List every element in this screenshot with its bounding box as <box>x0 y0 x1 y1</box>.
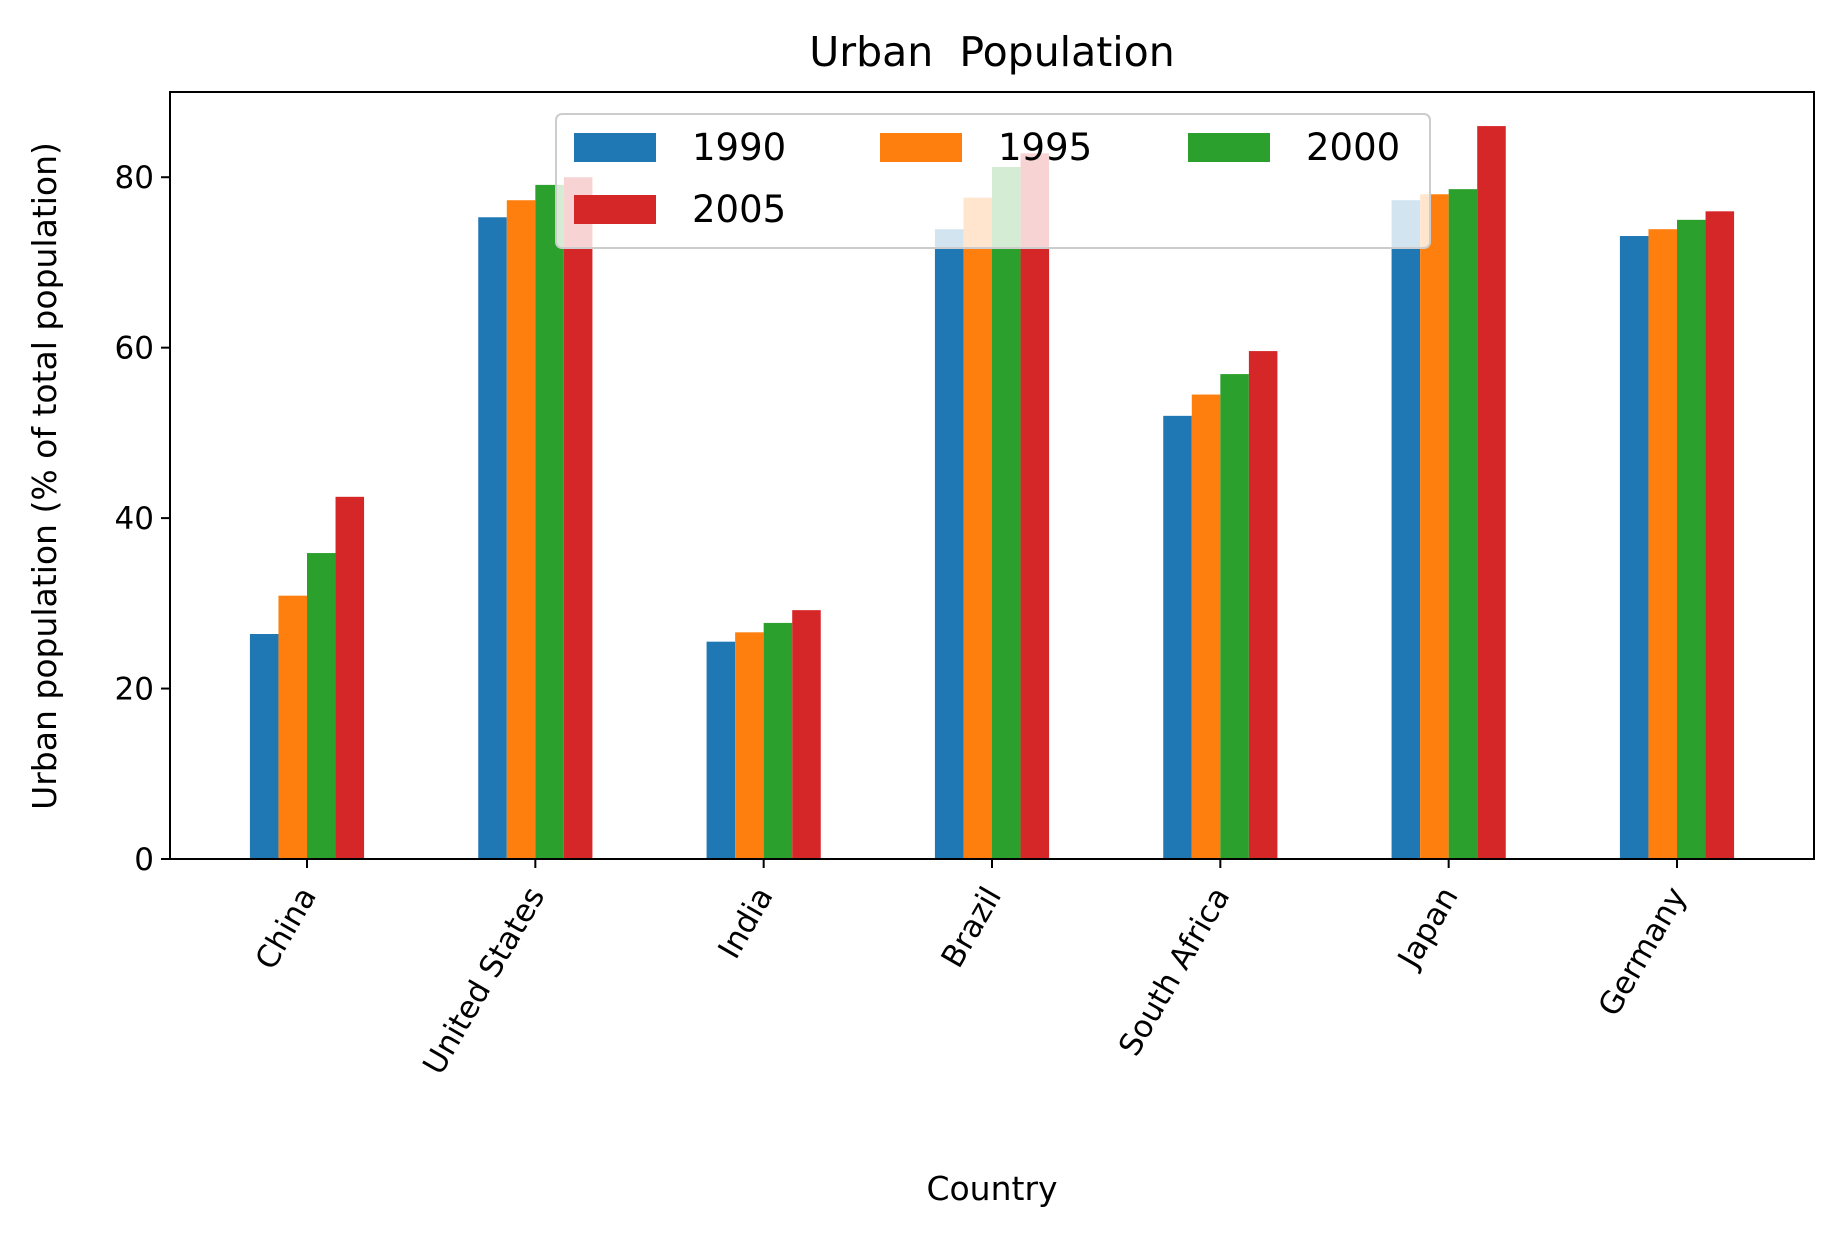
x-tick-label: Germany <box>1592 881 1694 1022</box>
legend-swatch-2000 <box>1188 133 1270 162</box>
bar-china-1990 <box>249 634 279 859</box>
y-tick-label: 40 <box>115 501 154 537</box>
y-axis: 0 20 40 60 80 <box>115 160 170 878</box>
bar-japan-2000 <box>1448 189 1478 859</box>
bar-japan-2005 <box>1477 126 1506 860</box>
y-tick-label: 60 <box>115 331 154 367</box>
legend-swatch-1990 <box>574 133 656 162</box>
legend-swatch-1995 <box>880 133 962 162</box>
y-tick-label: 0 <box>134 842 154 878</box>
bar-brazil-1990 <box>934 229 964 859</box>
x-tick-label: South Africa <box>1112 881 1237 1062</box>
chart-title: Urban Population <box>809 28 1174 76</box>
bar-south-africa-2005 <box>1248 351 1278 859</box>
bar-india-2000 <box>763 622 793 859</box>
x-tick-label: United States <box>416 881 552 1081</box>
bar-brazil-2005 <box>1020 153 1050 860</box>
bar-south-africa-2000 <box>1220 374 1249 859</box>
bar-united-states-1990 <box>478 217 507 859</box>
bar-china-2000 <box>307 553 336 859</box>
x-tick-label: Brazil <box>934 881 1008 974</box>
bar-brazil-2000 <box>992 167 1021 859</box>
bar-south-africa-1995 <box>1191 394 1221 859</box>
bar-china-1995 <box>278 595 307 859</box>
bar-south-africa-1990 <box>1163 415 1192 859</box>
bar-japan-1995 <box>1420 194 1449 859</box>
x-tick-label: India <box>711 881 780 965</box>
bar-china-2005 <box>335 496 365 859</box>
legend-label-2000: 2000 <box>1306 126 1400 169</box>
legend: 1990 1995 2000 2005 <box>555 113 1431 249</box>
bar-united-states-2000 <box>535 184 564 859</box>
x-tick-label: Japan <box>1390 881 1465 976</box>
bar-united-states-1995 <box>506 200 536 860</box>
y-axis-title: Urban population (% of total population) <box>25 142 64 810</box>
y-tick-label: 20 <box>115 672 154 708</box>
bar-united-states-2005 <box>563 177 593 860</box>
bar-india-1990 <box>706 641 736 859</box>
bar-germany-2005 <box>1705 211 1735 859</box>
legend-box <box>555 113 1431 249</box>
bar-india-2005 <box>792 610 821 859</box>
bar-germany-1990 <box>1619 236 1649 859</box>
bar-india-1995 <box>735 632 764 859</box>
bars-layer <box>249 126 1735 860</box>
x-axis: China United States India Brazil South Afric… <box>248 859 1694 1081</box>
legend-label-1990: 1990 <box>692 126 786 169</box>
legend-label-2005: 2005 <box>692 188 786 231</box>
bar-japan-1990 <box>1391 200 1421 860</box>
x-axis-title: Country <box>926 1169 1057 1208</box>
legend-swatch-2005 <box>574 195 656 224</box>
bar-brazil-1995 <box>963 197 992 859</box>
bar-germany-1995 <box>1648 229 1677 859</box>
legend-label-1995: 1995 <box>998 126 1092 169</box>
bar-germany-2000 <box>1677 219 1706 859</box>
x-tick-label: China <box>248 881 323 976</box>
y-tick-label: 80 <box>115 160 154 196</box>
